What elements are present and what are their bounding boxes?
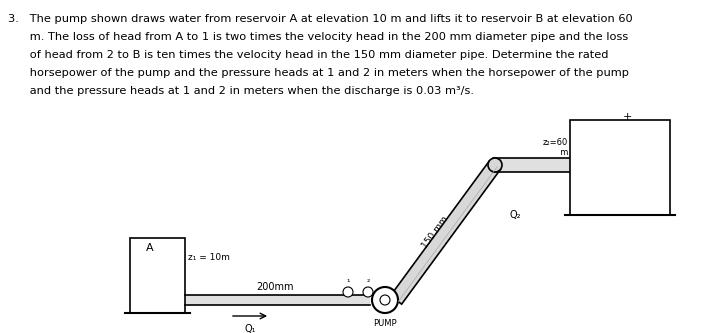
Text: A: A <box>146 243 154 253</box>
Text: m. The loss of head from A to 1 is two times the velocity head in the 200 mm dia: m. The loss of head from A to 1 is two t… <box>8 32 629 42</box>
Bar <box>130 238 185 313</box>
Text: PUMP: PUMP <box>373 319 397 328</box>
Text: +: + <box>622 112 631 122</box>
Text: horsepower of the pump and the pressure heads at 1 and 2 in meters when the hors: horsepower of the pump and the pressure … <box>8 68 629 78</box>
Polygon shape <box>390 161 500 304</box>
Text: ²: ² <box>366 278 369 287</box>
Text: Q₂: Q₂ <box>510 210 521 220</box>
Text: 3.   The pump shown draws water from reservoir A at elevation 10 m and lifts it : 3. The pump shown draws water from reser… <box>8 14 633 24</box>
Bar <box>493 158 572 172</box>
Text: 200mm: 200mm <box>256 282 294 292</box>
Circle shape <box>363 287 373 297</box>
Bar <box>132 268 183 312</box>
Bar <box>570 120 670 215</box>
Text: ¹: ¹ <box>346 278 350 287</box>
Text: Q₁: Q₁ <box>244 324 256 333</box>
Text: of head from 2 to B is ten times the velocity head in the 150 mm diameter pipe. : of head from 2 to B is ten times the vel… <box>8 50 608 60</box>
Circle shape <box>372 287 398 313</box>
Bar <box>185 295 370 305</box>
Circle shape <box>488 158 502 172</box>
Text: 150 mm: 150 mm <box>420 215 450 250</box>
Text: and the pressure heads at 1 and 2 in meters when the discharge is 0.03 m³/s.: and the pressure heads at 1 and 2 in met… <box>8 86 474 96</box>
Text: z₂=60
  m: z₂=60 m <box>543 138 568 158</box>
Bar <box>572 172 668 213</box>
Circle shape <box>343 287 353 297</box>
Circle shape <box>380 295 390 305</box>
Text: z₁ = 10m: z₁ = 10m <box>188 253 230 262</box>
